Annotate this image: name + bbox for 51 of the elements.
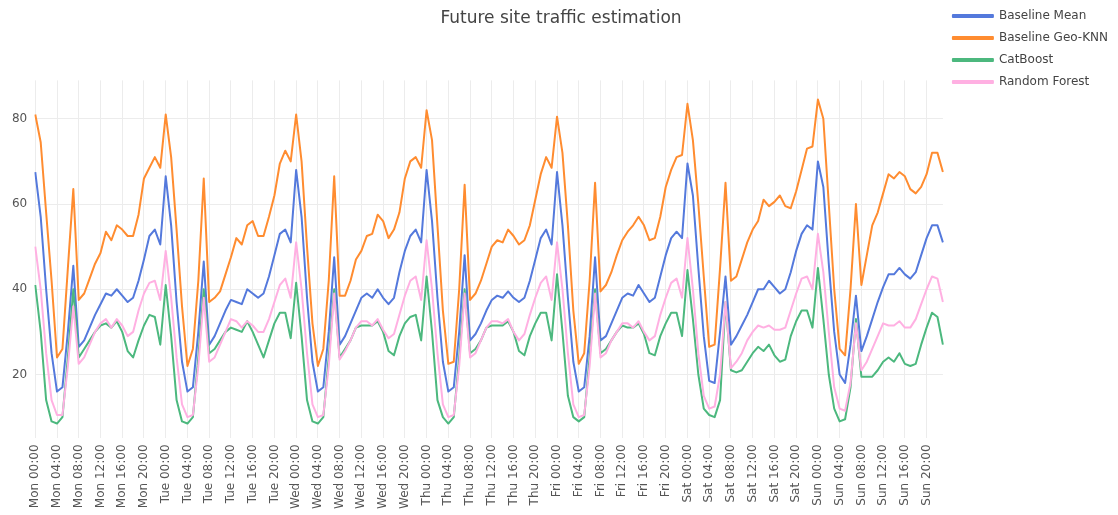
x-tick-label: Mon 16:00 xyxy=(114,444,129,509)
x-tick-label: Tue 16:00 xyxy=(244,444,259,505)
x-tick-label: Sat 00:00 xyxy=(679,444,694,503)
y-tick-label: 60 xyxy=(11,196,28,211)
x-tick-label: Wed 00:00 xyxy=(288,444,303,509)
x-tick-label: Tue 00:00 xyxy=(157,444,172,505)
x-tick-label: Thu 08:00 xyxy=(462,444,477,507)
x-tick-label: Fri 16:00 xyxy=(636,444,651,498)
legend-label: Random Forest xyxy=(998,74,1090,89)
x-tick-label: Thu 04:00 xyxy=(440,444,455,507)
x-tick-label: Mon 12:00 xyxy=(92,444,107,509)
x-tick-label: Sat 04:00 xyxy=(701,444,716,503)
x-tick-label: Mon 04:00 xyxy=(49,444,64,509)
x-tick-label: Fri 08:00 xyxy=(592,444,607,498)
x-tick-label: Thu 20:00 xyxy=(527,444,542,507)
legend-label: Baseline Geo-KNN xyxy=(998,30,1108,45)
x-tick-label: Thu 12:00 xyxy=(483,444,498,507)
x-tick-label: Wed 12:00 xyxy=(353,444,368,509)
x-tick-label: Fri 12:00 xyxy=(614,444,629,498)
x-tick-label: Sun 20:00 xyxy=(918,444,933,506)
x-tick-label: Sat 12:00 xyxy=(744,444,759,503)
x-tick-label: Sun 04:00 xyxy=(831,444,846,506)
legend-label: Baseline Mean xyxy=(998,8,1087,23)
x-tick-label: Sat 20:00 xyxy=(788,444,803,503)
x-tick-label: Fri 00:00 xyxy=(549,444,564,498)
x-tick-label: Sun 16:00 xyxy=(896,444,911,506)
x-tick-label: Sat 08:00 xyxy=(723,444,738,503)
x-tick-label: Sun 08:00 xyxy=(853,444,868,506)
x-tick-label: Thu 00:00 xyxy=(418,444,433,507)
x-tick-label: Fri 04:00 xyxy=(570,444,585,498)
x-tick-label: Tue 04:00 xyxy=(179,444,194,505)
x-tick-label: Sun 00:00 xyxy=(810,444,825,506)
x-tick-label: Mon 08:00 xyxy=(70,444,85,509)
chart-title: Future site traffic estimation xyxy=(440,6,682,27)
x-tick-label: Tue 12:00 xyxy=(223,444,238,505)
y-tick-label: 80 xyxy=(11,110,28,125)
y-tick-label: 40 xyxy=(11,281,28,296)
x-tick-label: Wed 16:00 xyxy=(375,444,390,509)
x-tick-label: Tue 08:00 xyxy=(201,444,216,505)
x-tick-label: Sat 16:00 xyxy=(766,444,781,503)
x-tick-label: Wed 08:00 xyxy=(331,444,346,509)
x-tick-label: Wed 04:00 xyxy=(310,444,325,509)
x-tick-label: Sun 12:00 xyxy=(875,444,890,506)
x-tick-label: Wed 20:00 xyxy=(396,444,411,509)
x-tick-label: Fri 20:00 xyxy=(657,444,672,498)
x-tick-label: Thu 16:00 xyxy=(505,444,520,507)
x-tick-label: Mon 00:00 xyxy=(27,444,42,509)
legend-label: CatBoost xyxy=(998,52,1054,67)
y-tick-label: 20 xyxy=(11,366,28,381)
x-tick-label: Mon 20:00 xyxy=(136,444,151,509)
x-tick-label: Tue 20:00 xyxy=(266,444,281,505)
